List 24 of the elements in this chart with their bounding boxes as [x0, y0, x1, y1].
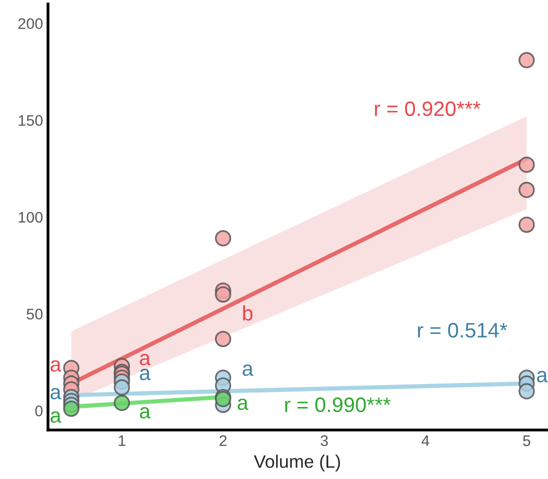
annotation: a	[537, 370, 548, 382]
annotation: a	[140, 407, 151, 419]
y-tick-label: 150	[18, 115, 43, 126]
y-tick-label: 200	[18, 18, 43, 30]
annotation: a	[238, 398, 248, 410]
x-tick-label: 3	[320, 435, 328, 446]
annotation: r = 0.990***	[285, 397, 391, 412]
annotation: a	[50, 388, 62, 400]
annotation: a	[242, 364, 254, 376]
annotation: b	[243, 305, 252, 321]
x-tick-label: 1	[118, 435, 126, 446]
y-tick-label: 100	[18, 212, 43, 223]
annotation: a	[50, 411, 62, 423]
x-tick-label: 2	[220, 435, 227, 446]
annotation: a	[140, 354, 151, 366]
annotation: r = 0.920***	[374, 101, 480, 116]
y-tick-label: 0	[35, 406, 43, 416]
x-tick-label: 5	[523, 435, 530, 446]
x-axis-title: Volume (L)	[254, 454, 340, 472]
x-tick-label: 4	[422, 435, 430, 446]
annotation: r = 0.514*	[418, 322, 508, 338]
y-tick-label: 50	[26, 308, 43, 320]
annotation: a	[140, 368, 151, 380]
annotation: a	[50, 360, 62, 372]
